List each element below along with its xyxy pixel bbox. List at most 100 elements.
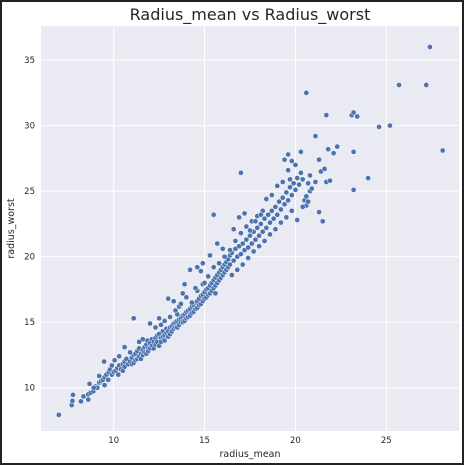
scatter-point	[236, 214, 242, 221]
scatter-point	[201, 280, 208, 286]
scatter-point	[327, 177, 333, 184]
scatter-point	[172, 307, 179, 314]
scatter-point	[165, 295, 172, 302]
scatter-point	[121, 344, 128, 350]
scatter-point	[219, 245, 226, 252]
scatter-point	[427, 44, 433, 50]
scatter-point	[239, 240, 246, 247]
y-tick-label: 35	[24, 56, 35, 66]
scatter-point	[279, 194, 286, 201]
scatter-point	[101, 358, 107, 365]
scatter-point	[307, 172, 313, 179]
y-axis-label: radius_worst	[6, 198, 17, 259]
scatter-point	[265, 211, 272, 218]
scatter-point	[272, 204, 279, 210]
scatter-point	[285, 151, 292, 158]
tick-labels: 10 15 20 25 10 15 20 25 30 35	[24, 56, 392, 446]
scatter-point	[230, 226, 237, 233]
scatter-point	[278, 219, 284, 226]
scatter-point	[439, 147, 446, 154]
scatter-point	[55, 412, 62, 418]
x-tick-label: 25	[381, 436, 392, 446]
scatter-point	[70, 391, 76, 398]
scatter-point	[247, 227, 253, 234]
scatter-point	[256, 243, 262, 250]
scatter-point	[227, 247, 233, 253]
scatter-point	[230, 257, 237, 264]
data-points	[55, 44, 446, 418]
scatter-point	[261, 238, 268, 244]
scatter-point	[288, 207, 295, 214]
scatter-point	[130, 315, 137, 322]
scatter-point	[127, 349, 133, 356]
scatter-point	[243, 236, 250, 243]
scatter-point	[161, 318, 168, 324]
scatter-point	[216, 260, 222, 267]
scatter-point	[278, 206, 284, 213]
x-tick-label: 10	[108, 436, 119, 446]
scatter-point	[292, 186, 299, 193]
y-tick-label: 30	[24, 122, 35, 132]
scatter-point	[288, 158, 295, 164]
scatter-point	[298, 148, 304, 155]
scatter-point	[321, 166, 328, 172]
scatter-point	[234, 266, 241, 273]
scatter-point	[396, 82, 402, 88]
scatter-point	[263, 196, 270, 202]
scatter-point	[267, 219, 273, 226]
y-tick-label: 10	[24, 384, 35, 394]
scatter-point	[272, 226, 279, 233]
scatter-point	[212, 290, 219, 297]
scatter-point	[232, 238, 239, 244]
scatter-point	[210, 264, 217, 271]
scatter-point	[105, 377, 112, 383]
scatter-point	[192, 285, 199, 291]
scatter-point	[325, 146, 331, 153]
scatter-point	[78, 398, 84, 405]
scatter-point	[296, 181, 302, 188]
scatter-point	[69, 398, 76, 404]
scatter-point	[96, 373, 103, 379]
scatter-point	[90, 384, 97, 391]
scatter-point	[323, 112, 330, 118]
scatter-point	[270, 215, 277, 222]
grid-lines	[41, 26, 459, 431]
scatter-point	[376, 124, 382, 130]
scatter-point	[294, 175, 301, 181]
scatter-point	[152, 324, 159, 331]
scatter-point	[308, 185, 315, 192]
scatter-point	[241, 210, 248, 217]
scatter-point	[254, 224, 261, 231]
scatter-point	[245, 255, 252, 261]
scatter-point	[283, 214, 290, 221]
scatter-point	[194, 264, 201, 271]
scatter-point	[111, 357, 118, 364]
scatter-point	[115, 371, 122, 378]
scatter-point	[350, 186, 357, 193]
scatter-point	[267, 231, 273, 238]
scatter-point	[136, 339, 142, 345]
scatter-point	[228, 272, 235, 278]
scatter-point	[207, 252, 213, 259]
scatter-point	[299, 176, 306, 183]
scatter-point	[312, 133, 319, 139]
scatter-point	[258, 221, 264, 227]
y-tick-label: 15	[24, 318, 35, 328]
scatter-point	[161, 337, 168, 344]
scatter-point	[178, 301, 184, 307]
scatter-point	[298, 169, 304, 176]
scatter-point	[354, 113, 361, 120]
scatter-point	[281, 156, 288, 163]
scatter-point	[350, 109, 357, 116]
scatter-point	[101, 382, 108, 388]
scatter-point	[276, 198, 282, 205]
y-tick-label: 20	[24, 253, 35, 263]
scatter-point	[214, 240, 221, 247]
scatter-point	[156, 315, 162, 322]
scatter-point	[250, 248, 257, 255]
scatter-point	[287, 176, 293, 183]
scatter-point	[268, 207, 275, 214]
scatter-point	[316, 209, 322, 215]
scatter-point	[147, 320, 153, 327]
